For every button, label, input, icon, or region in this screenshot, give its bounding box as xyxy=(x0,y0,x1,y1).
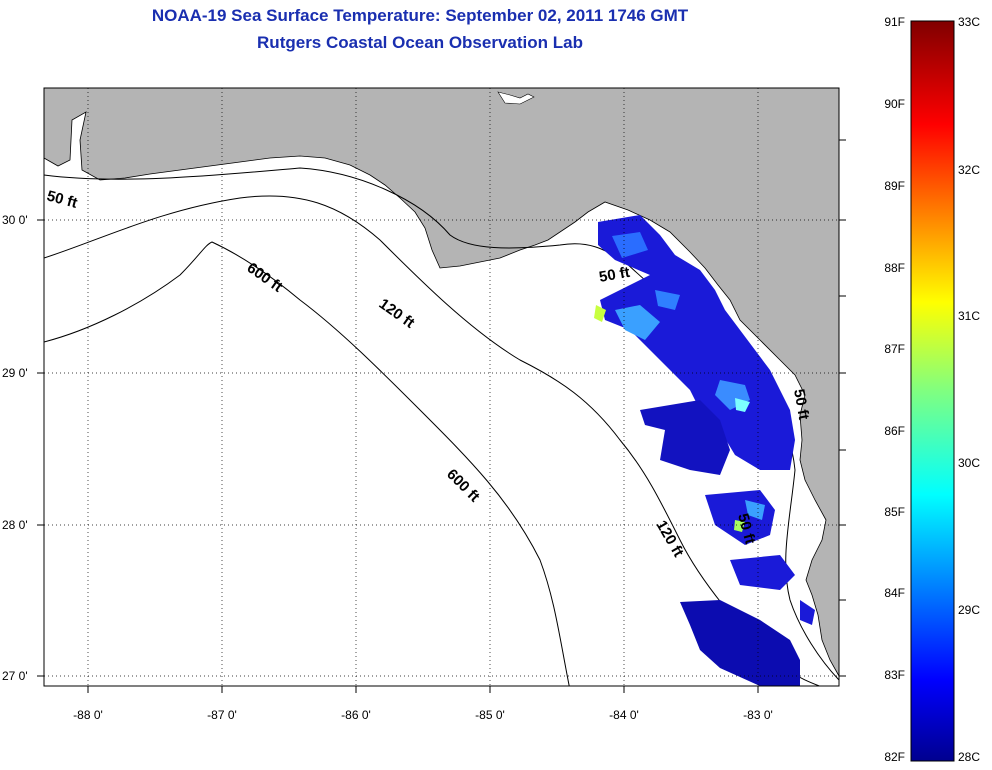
colorbar-f-label: 84F xyxy=(884,586,905,600)
lon-tick-label: -83 0' xyxy=(743,708,773,722)
colorbar-f-label: 90F xyxy=(884,97,905,111)
sst-data xyxy=(594,215,815,686)
map-plot-area: 50 ft 600 ft 120 ft 50 ft 600 ft 120 ft … xyxy=(44,88,839,686)
colorbar-c-label: 31C xyxy=(958,309,980,323)
colorbar-f-label: 88F xyxy=(884,261,905,275)
lon-tick-label: -87 0' xyxy=(207,708,237,722)
colorbar-c-label: 28C xyxy=(958,750,980,764)
contour-600ft xyxy=(44,241,570,686)
lat-tick-label: 27 0' xyxy=(2,669,28,683)
colorbar-c-label: 32C xyxy=(958,163,980,177)
land-mass xyxy=(44,88,839,677)
colorbar-f-label: 91F xyxy=(884,15,905,29)
map-subtitle: Rutgers Coastal Ocean Observation Lab xyxy=(257,33,583,52)
lon-tick-label: -88 0' xyxy=(73,708,103,722)
colorbar-c-label: 29C xyxy=(958,603,980,617)
lat-tick-label: 30 0' xyxy=(2,213,28,227)
lon-tick-label: -86 0' xyxy=(341,708,371,722)
lon-tick-label: -85 0' xyxy=(475,708,505,722)
map-title: NOAA-19 Sea Surface Temperature: Septemb… xyxy=(151,6,689,25)
lon-tick-label: -84 0' xyxy=(609,708,639,722)
grid-lines xyxy=(44,88,839,686)
colorbar-f-label: 89F xyxy=(884,179,905,193)
contour-label: 50 ft xyxy=(790,388,812,421)
axis-ticks xyxy=(37,139,846,693)
colorbar xyxy=(910,20,955,762)
colorbar-f-label: 82F xyxy=(884,750,905,764)
colorbar-c-label: 30C xyxy=(958,456,980,470)
colorbar-f-label: 87F xyxy=(884,342,905,356)
lat-tick-label: 29 0' xyxy=(2,366,28,380)
colorbar-f-label: 86F xyxy=(884,424,905,438)
contour-label: 50 ft xyxy=(598,264,631,286)
lat-tick-label: 28 0' xyxy=(2,518,28,532)
plot-frame xyxy=(43,87,840,687)
colorbar-c-label: 33C xyxy=(958,15,980,29)
colorbar-f-label: 83F xyxy=(884,668,905,682)
colorbar-f-label: 85F xyxy=(884,505,905,519)
